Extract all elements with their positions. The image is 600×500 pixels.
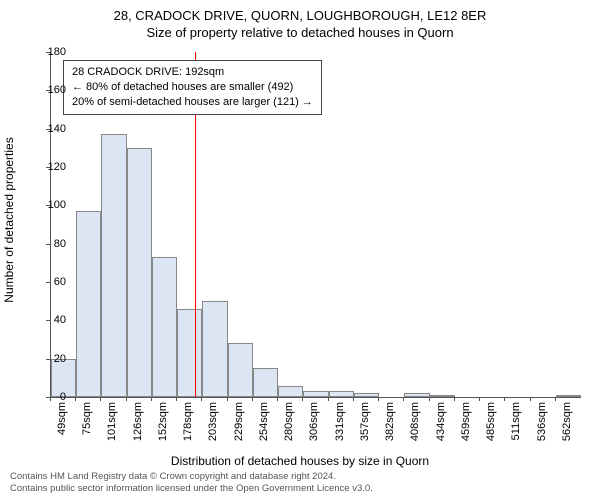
plot-area: 28 CRADOCK DRIVE: 192sqm ← 80% of detache… xyxy=(50,52,581,398)
x-tick-label: 178sqm xyxy=(182,402,194,442)
x-tick-mark xyxy=(353,397,354,401)
y-tick-mark xyxy=(46,359,50,360)
x-tick-mark xyxy=(479,397,480,401)
x-tick-mark xyxy=(75,397,76,401)
x-tick-mark xyxy=(126,397,127,401)
x-tick-label: 511sqm xyxy=(510,402,522,442)
y-tick-mark xyxy=(46,320,50,321)
x-tick-mark xyxy=(151,397,152,401)
x-tick-label: 408sqm xyxy=(409,402,421,442)
y-tick-label: 140 xyxy=(36,123,66,135)
x-tick-label: 75sqm xyxy=(81,402,93,442)
x-tick-mark xyxy=(176,397,177,401)
x-tick-mark xyxy=(277,397,278,401)
y-tick-label: 100 xyxy=(36,199,66,211)
x-tick-label: 101sqm xyxy=(106,402,118,442)
x-tick-mark xyxy=(328,397,329,401)
histogram-bar xyxy=(228,343,253,397)
x-tick-mark xyxy=(201,397,202,401)
x-tick-mark xyxy=(252,397,253,401)
x-tick-mark xyxy=(302,397,303,401)
x-tick-label: 562sqm xyxy=(561,402,573,442)
annotation-line1: 28 CRADOCK DRIVE: 192sqm xyxy=(72,66,224,78)
x-tick-label: 434sqm xyxy=(435,402,447,442)
x-tick-mark xyxy=(100,397,101,401)
x-tick-label: 485sqm xyxy=(485,402,497,442)
x-tick-mark xyxy=(429,397,430,401)
x-tick-mark xyxy=(530,397,531,401)
y-tick-mark xyxy=(46,282,50,283)
histogram-bar xyxy=(278,386,303,398)
x-tick-label: 152sqm xyxy=(157,402,169,442)
x-tick-label: 254sqm xyxy=(258,402,270,442)
y-tick-mark xyxy=(46,167,50,168)
x-tick-label: 459sqm xyxy=(460,402,472,442)
x-tick-mark xyxy=(504,397,505,401)
footnote-line2: Contains public sector information licen… xyxy=(10,483,373,494)
x-tick-label: 203sqm xyxy=(207,402,219,442)
x-tick-label: 331sqm xyxy=(334,402,346,442)
histogram-bar xyxy=(76,211,101,397)
y-tick-label: 160 xyxy=(36,84,66,96)
y-tick-mark xyxy=(46,129,50,130)
x-tick-label: 229sqm xyxy=(233,402,245,442)
histogram-bar xyxy=(329,391,354,397)
histogram-bar xyxy=(404,393,429,397)
x-tick-label: 49sqm xyxy=(56,402,68,442)
histogram-bar xyxy=(253,368,278,397)
y-tick-mark xyxy=(46,244,50,245)
x-tick-mark xyxy=(227,397,228,401)
x-axis-title: Distribution of detached houses by size … xyxy=(0,454,600,468)
y-tick-mark xyxy=(46,90,50,91)
x-tick-label: 536sqm xyxy=(536,402,548,442)
y-tick-mark xyxy=(46,205,50,206)
annotation-box: 28 CRADOCK DRIVE: 192sqm ← 80% of detache… xyxy=(63,60,322,115)
x-tick-label: 280sqm xyxy=(283,402,295,442)
y-tick-label: 120 xyxy=(36,161,66,173)
x-tick-label: 126sqm xyxy=(132,402,144,442)
x-tick-label: 306sqm xyxy=(308,402,320,442)
y-tick-label: 80 xyxy=(36,238,66,250)
histogram-bar xyxy=(202,301,227,397)
y-tick-label: 40 xyxy=(36,314,66,326)
chart-title-main: 28, CRADOCK DRIVE, QUORN, LOUGHBOROUGH, … xyxy=(0,0,600,23)
histogram-bar xyxy=(152,257,177,397)
annotation-line3: 20% of semi-detached houses are larger (… xyxy=(72,96,313,108)
y-tick-label: 180 xyxy=(36,46,66,58)
y-tick-label: 20 xyxy=(36,353,66,365)
histogram-bar xyxy=(556,395,581,397)
x-tick-mark xyxy=(555,397,556,401)
y-tick-mark xyxy=(46,52,50,53)
x-tick-label: 382sqm xyxy=(384,402,396,442)
histogram-bar xyxy=(354,393,379,397)
x-tick-mark xyxy=(454,397,455,401)
x-tick-mark xyxy=(403,397,404,401)
x-tick-mark xyxy=(50,397,51,401)
footnote: Contains HM Land Registry data © Crown c… xyxy=(10,471,373,495)
histogram-bar xyxy=(430,395,455,397)
chart-container: 28, CRADOCK DRIVE, QUORN, LOUGHBOROUGH, … xyxy=(0,0,600,500)
histogram-bar xyxy=(303,391,328,397)
footnote-line1: Contains HM Land Registry data © Crown c… xyxy=(10,471,336,482)
x-tick-mark xyxy=(378,397,379,401)
x-tick-label: 357sqm xyxy=(359,402,371,442)
histogram-bar xyxy=(101,134,126,397)
histogram-bar xyxy=(127,148,152,397)
histogram-bar xyxy=(177,309,202,397)
annotation-line2: ← 80% of detached houses are smaller (49… xyxy=(72,81,293,93)
y-axis-title: Number of detached properties xyxy=(2,120,16,320)
chart-title-sub: Size of property relative to detached ho… xyxy=(0,23,600,40)
y-tick-label: 60 xyxy=(36,276,66,288)
